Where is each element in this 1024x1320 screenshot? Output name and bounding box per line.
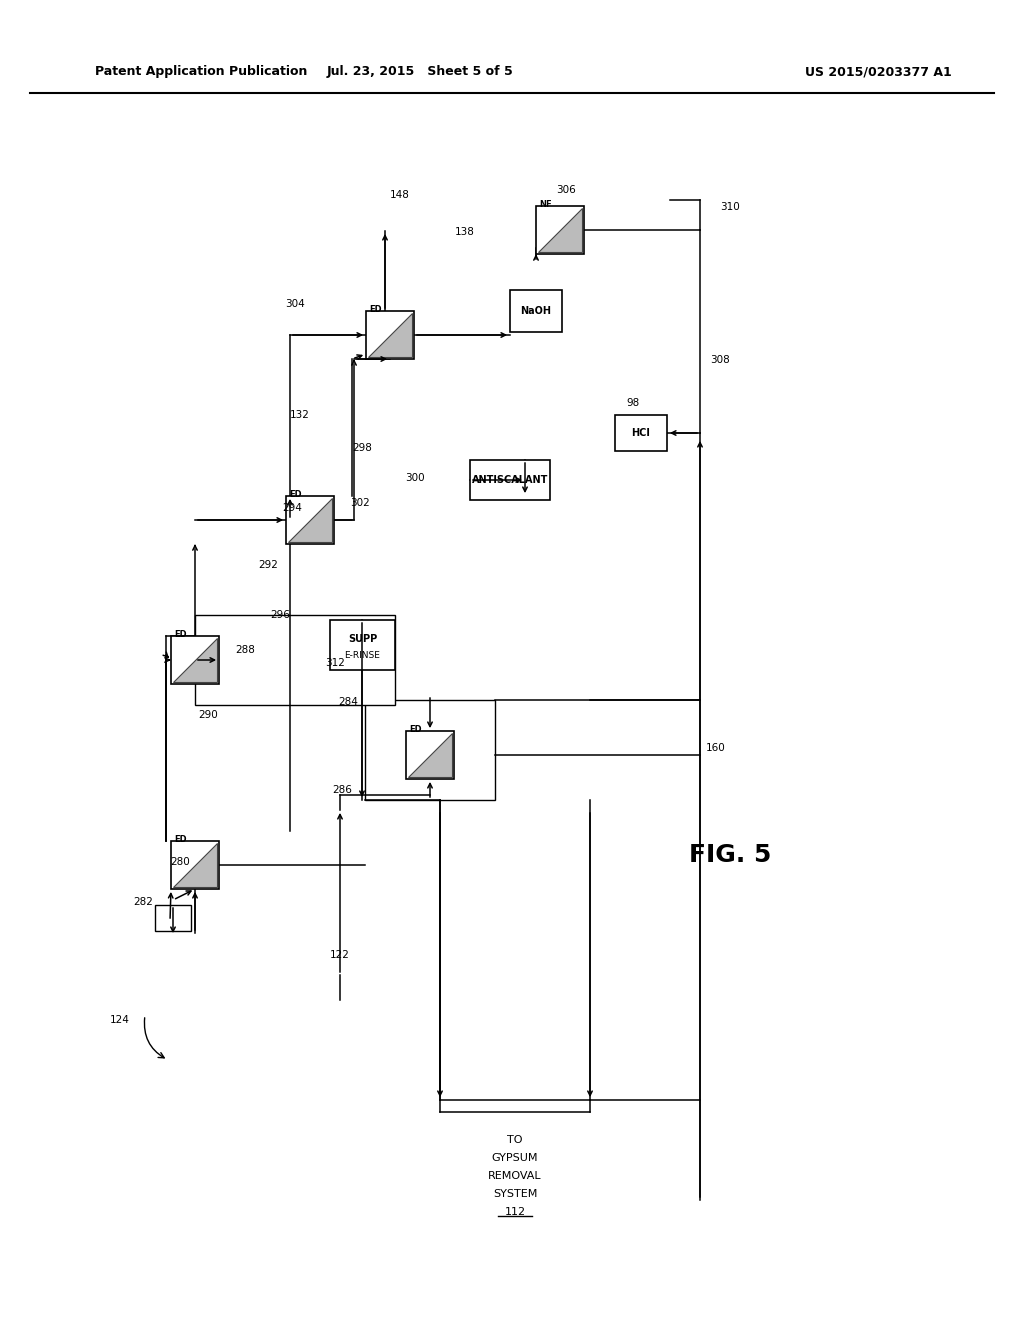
Text: 306: 306: [556, 185, 575, 195]
Text: 286: 286: [332, 785, 352, 795]
Text: ED: ED: [174, 836, 186, 843]
Bar: [155, 906, 191, 931]
Polygon shape: [368, 313, 412, 356]
Polygon shape: [288, 498, 332, 543]
Text: 288: 288: [236, 645, 255, 655]
Text: 280: 280: [170, 857, 190, 867]
Text: 296: 296: [270, 610, 290, 620]
Text: 290: 290: [199, 710, 218, 719]
Text: E-RINSE: E-RINSE: [344, 652, 381, 660]
Bar: [470, 459, 550, 500]
Text: 148: 148: [390, 190, 410, 201]
Polygon shape: [173, 843, 217, 887]
Bar: [330, 620, 395, 671]
Text: REMOVAL: REMOVAL: [488, 1171, 542, 1181]
Polygon shape: [408, 733, 452, 777]
Bar: [615, 414, 667, 451]
Text: 112: 112: [505, 1206, 525, 1217]
Text: 138: 138: [455, 227, 475, 238]
Bar: [366, 312, 414, 359]
Text: 292: 292: [258, 560, 278, 570]
Text: 312: 312: [326, 657, 345, 668]
Text: 308: 308: [710, 355, 730, 366]
Text: 284: 284: [338, 697, 358, 708]
Text: 298: 298: [352, 444, 372, 453]
Text: US 2015/0203377 A1: US 2015/0203377 A1: [805, 66, 951, 78]
Bar: [171, 841, 219, 888]
Bar: [286, 496, 334, 544]
Text: 160: 160: [706, 743, 726, 752]
Text: 310: 310: [720, 202, 739, 213]
Text: 124: 124: [111, 1015, 130, 1026]
Bar: [536, 206, 584, 253]
Polygon shape: [173, 638, 217, 682]
Text: ED: ED: [369, 305, 382, 314]
Text: NF: NF: [539, 201, 552, 209]
Text: ED: ED: [289, 490, 302, 499]
Text: ED: ED: [174, 630, 186, 639]
Text: GYPSUM: GYPSUM: [492, 1152, 539, 1163]
Text: Jul. 23, 2015   Sheet 5 of 5: Jul. 23, 2015 Sheet 5 of 5: [327, 66, 513, 78]
Text: SUPP: SUPP: [348, 634, 377, 644]
Text: 294: 294: [283, 503, 302, 513]
Text: 122: 122: [330, 950, 350, 960]
Text: FIG. 5: FIG. 5: [689, 843, 771, 867]
Text: ANTISCALANT: ANTISCALANT: [472, 475, 548, 484]
Bar: [510, 290, 562, 333]
Polygon shape: [538, 209, 582, 252]
Text: 98: 98: [627, 399, 640, 408]
Text: 300: 300: [406, 473, 425, 483]
Text: TO: TO: [507, 1135, 522, 1144]
Text: SYSTEM: SYSTEM: [493, 1189, 538, 1199]
Bar: [195, 615, 395, 705]
Bar: [365, 700, 495, 800]
Text: HCl: HCl: [632, 428, 650, 438]
Text: 282: 282: [133, 898, 153, 907]
Bar: [406, 731, 454, 779]
Text: 304: 304: [286, 300, 305, 309]
Bar: [171, 636, 219, 684]
Text: NaOH: NaOH: [520, 306, 552, 315]
Text: 132: 132: [290, 411, 310, 420]
Text: Patent Application Publication: Patent Application Publication: [95, 66, 307, 78]
Text: 302: 302: [350, 498, 370, 508]
Text: ED: ED: [409, 725, 422, 734]
